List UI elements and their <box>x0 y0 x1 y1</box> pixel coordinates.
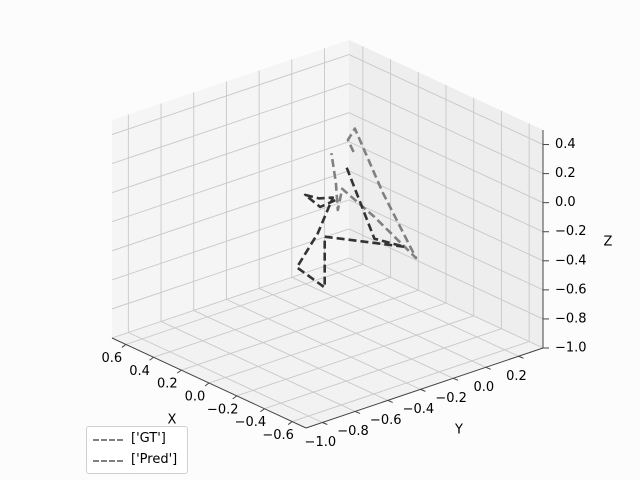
grid-z-left-wall <box>111 141 350 223</box>
z-tick-label: 0.4 <box>555 137 576 152</box>
x-tick-label: −0.2 <box>207 402 239 417</box>
grid-x-floor <box>208 302 447 384</box>
y-tick-label: −1.0 <box>305 435 337 450</box>
series-line-gt <box>330 127 418 260</box>
x-tick-mark <box>232 395 238 400</box>
grid-z-left-wall <box>111 199 350 281</box>
y-axis-line <box>305 347 544 429</box>
grid-y-floor <box>258 287 454 379</box>
grid-y-floor <box>291 276 486 368</box>
grid-z-left-wall <box>111 257 350 339</box>
grid-z-right-wall <box>348 54 544 145</box>
legend-swatch-pred <box>93 460 123 462</box>
x-tick-mark <box>287 421 293 425</box>
z-tick-label: −0.8 <box>555 311 587 326</box>
legend-label-gt: ['GT'] <box>131 431 166 446</box>
x-tick-label: −0.4 <box>235 415 267 430</box>
legend: ['GT'] ['Pred'] <box>86 426 188 474</box>
grid-z-right-wall <box>348 228 544 320</box>
y-tick-mark <box>420 388 426 392</box>
z-tick-label: −1.0 <box>555 341 587 356</box>
grid-x-floor <box>264 328 502 410</box>
x-tick-mark <box>121 344 127 348</box>
grid-z-right-wall <box>348 199 544 291</box>
z-tick-label: −0.4 <box>555 253 587 268</box>
z-tick-label: −0.2 <box>555 224 587 239</box>
y-tick-mark <box>452 377 459 381</box>
grid-z-right-wall <box>348 112 544 204</box>
z-tick-label: 0.0 <box>555 195 576 210</box>
x-tick-label: −0.6 <box>262 428 294 443</box>
grid-z-right-wall <box>348 257 544 349</box>
grid-y-floor <box>160 321 356 412</box>
z-tick-label: 0.2 <box>555 166 576 181</box>
y-tick-label: 0.0 <box>473 380 494 395</box>
z-axis-label: Z <box>604 235 613 250</box>
grid-x-floor <box>181 289 419 371</box>
x-tick-label: 0.2 <box>157 377 178 392</box>
grid-x-floor <box>236 315 474 397</box>
grid-z-left-wall <box>111 170 350 252</box>
grid-z-left-wall <box>111 83 350 165</box>
y-tick-label: −0.2 <box>435 391 467 406</box>
x-axis-label: X <box>168 413 177 428</box>
grid-z-left-wall <box>111 228 350 310</box>
y-tick-mark <box>387 399 393 403</box>
y-tick-label: −0.6 <box>370 413 402 428</box>
x-tick-mark <box>204 382 210 387</box>
grid-y-floor <box>128 332 323 423</box>
x-tick-label: 0.4 <box>129 364 150 379</box>
y-tick-label: −0.4 <box>403 402 435 417</box>
grid-y-floor <box>324 265 519 357</box>
z-tick-label: −0.6 <box>555 282 587 297</box>
grid-y-floor <box>193 310 388 401</box>
x-tick-mark <box>176 369 182 374</box>
y-tick-mark <box>354 410 361 414</box>
y-tick-label: 0.2 <box>506 369 527 384</box>
y-tick-mark <box>485 366 491 370</box>
x-tick-mark <box>149 356 154 361</box>
grid-z-right-wall <box>348 83 544 175</box>
y-tick-mark <box>518 355 524 359</box>
grid-y-floor <box>226 298 421 390</box>
legend-label-pred: ['Pred'] <box>131 452 178 467</box>
x-tick-label: 0.6 <box>102 351 123 366</box>
grid-x-floor <box>291 341 530 422</box>
x-tick-label: 0.0 <box>185 390 206 405</box>
grid-z-right-wall <box>348 141 544 233</box>
grid-x-floor <box>125 264 364 345</box>
grid-z-right-wall <box>348 170 544 262</box>
y-tick-label: −0.8 <box>337 424 369 439</box>
x-tick-mark <box>260 408 265 413</box>
legend-swatch-gt <box>93 439 123 441</box>
grid-z-left-wall <box>111 112 350 194</box>
grid-x-floor <box>153 276 391 358</box>
y-axis-label: Y <box>454 423 463 438</box>
series-line-pred <box>295 167 406 289</box>
grid-z-left-wall <box>111 54 350 135</box>
y-tick-mark <box>322 422 328 425</box>
